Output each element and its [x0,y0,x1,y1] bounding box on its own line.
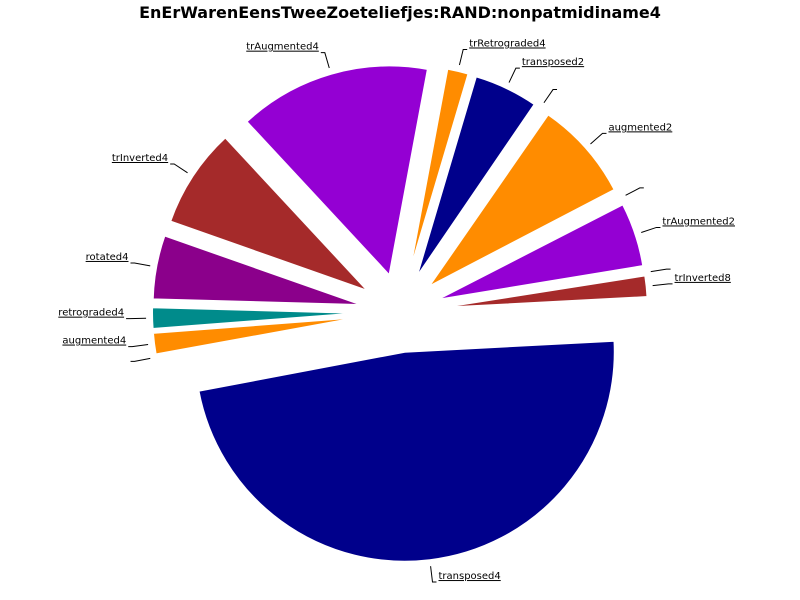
slice-trretrograded4 [407,67,470,276]
slice-label-transposed2: transposed2 [522,57,584,68]
slice-rotated4 [151,234,363,307]
leader-line-rotated4 [130,262,151,267]
leader-line-unlabeled-13 [130,357,151,362]
slice-label-traugmented4: trAugmented4 [246,42,319,53]
slice-traugmented2 [435,202,645,302]
leader-line-trinverted8 [652,283,673,287]
leader-line-augmented2 [590,132,607,145]
slice-trinverted4 [168,135,369,293]
leader-line-unlabeled-3 [625,187,644,196]
slice-label-rotated4: rotated4 [86,252,129,263]
slice-unlabeled-5 [420,105,543,282]
slice-transposed4 [197,339,616,563]
slice-unlabeled-13 [154,317,363,360]
leader-line-traugmented2 [641,226,661,233]
slice-trinverted8 [437,274,649,310]
slice-retrograded4 [151,306,363,331]
leader-line-augmented4 [128,344,149,348]
slice-label-trinverted4: trInverted4 [112,153,168,164]
slice-label-trinverted8: trInverted8 [675,273,731,284]
chart-title: EnErWarenEensTweeZoeteliefjes:RAND:nonpa… [139,3,661,22]
leader-line-unlabeled-1 [650,268,671,273]
slice-label-augmented4: augmented4 [62,336,126,347]
leader-line-trinverted4 [170,163,188,174]
slice-unlabeled-3 [433,196,622,296]
slice-label-transposed4: transposed4 [438,571,500,582]
slice-augmented4 [151,315,363,356]
leader-line-unlabeled-5 [543,89,558,104]
slice-traugmented4 [245,64,430,278]
slice-label-traugmented2: trAugmented2 [662,216,735,227]
slice-label-augmented2: augmented2 [608,122,672,133]
slice-label-trretrograded4: trRetrograded4 [469,38,545,49]
slice-augmented2 [427,112,617,288]
slice-label-retrograded4: retrograded4 [58,308,124,319]
leader-line-transposed4 [430,566,437,583]
slice-unlabeled-1 [437,270,647,307]
slice-transposed2 [415,75,537,279]
leader-line-traugmented4 [320,52,330,69]
leader-line-transposed2 [508,67,520,83]
leader-line-trretrograded4 [458,48,468,66]
